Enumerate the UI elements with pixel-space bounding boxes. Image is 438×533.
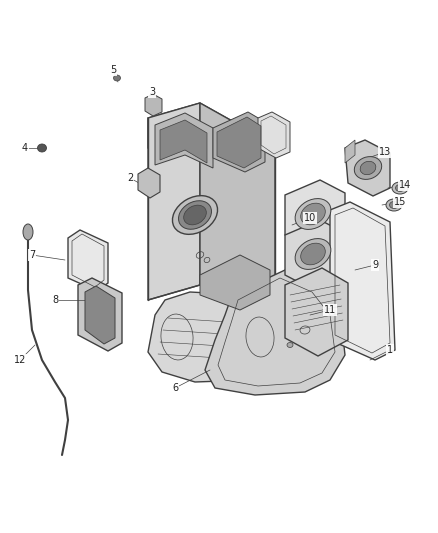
Ellipse shape [23, 224, 33, 240]
Ellipse shape [360, 161, 376, 175]
Text: 9: 9 [372, 260, 378, 270]
Text: 14: 14 [399, 180, 411, 190]
Polygon shape [138, 168, 160, 198]
Polygon shape [330, 202, 395, 360]
Polygon shape [145, 94, 162, 116]
Ellipse shape [354, 157, 381, 180]
Ellipse shape [184, 205, 206, 225]
Ellipse shape [386, 199, 402, 211]
Polygon shape [345, 140, 355, 163]
Polygon shape [160, 120, 207, 163]
Polygon shape [205, 270, 345, 395]
Ellipse shape [396, 184, 405, 191]
Polygon shape [285, 180, 345, 248]
Ellipse shape [300, 243, 325, 265]
Polygon shape [258, 112, 290, 158]
Ellipse shape [113, 75, 120, 81]
Text: 10: 10 [304, 213, 316, 223]
Ellipse shape [173, 196, 218, 235]
Text: 3: 3 [149, 87, 155, 97]
Ellipse shape [295, 239, 331, 269]
Polygon shape [78, 278, 122, 351]
Text: 8: 8 [52, 295, 58, 305]
Text: 12: 12 [14, 355, 26, 365]
Polygon shape [217, 117, 261, 168]
Text: 11: 11 [324, 305, 336, 315]
Ellipse shape [38, 144, 46, 152]
Polygon shape [200, 255, 270, 310]
Text: 2: 2 [127, 173, 133, 183]
Ellipse shape [300, 203, 325, 225]
Ellipse shape [392, 182, 408, 194]
Polygon shape [345, 140, 390, 196]
Polygon shape [155, 113, 213, 168]
Ellipse shape [389, 201, 399, 208]
Polygon shape [148, 103, 200, 300]
Ellipse shape [295, 199, 331, 229]
Ellipse shape [179, 201, 212, 229]
Text: 15: 15 [394, 197, 406, 207]
Text: 4: 4 [22, 143, 28, 153]
Polygon shape [213, 112, 265, 172]
Polygon shape [85, 286, 115, 344]
Text: 13: 13 [379, 147, 391, 157]
Text: 6: 6 [172, 383, 178, 393]
Text: 7: 7 [29, 250, 35, 260]
Text: 5: 5 [110, 65, 116, 75]
Polygon shape [148, 103, 275, 175]
Polygon shape [200, 103, 275, 320]
Polygon shape [148, 292, 290, 382]
Polygon shape [285, 220, 345, 288]
Polygon shape [68, 230, 108, 291]
Polygon shape [285, 268, 348, 356]
Ellipse shape [287, 343, 293, 348]
Text: 1: 1 [387, 345, 393, 355]
